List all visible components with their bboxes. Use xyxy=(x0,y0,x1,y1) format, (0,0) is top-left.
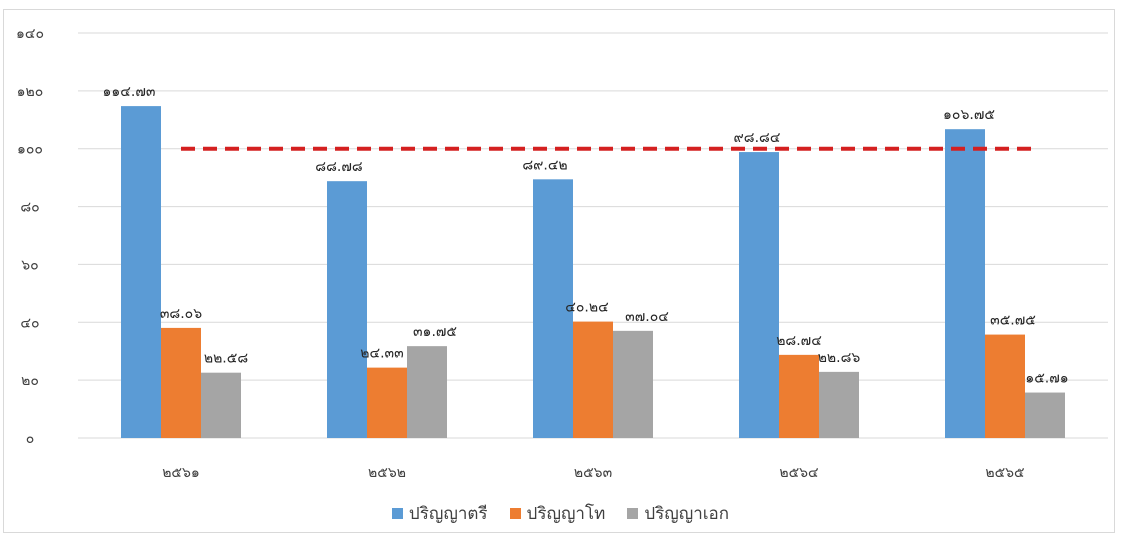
legend: ปริญญาตรี ปริญญาโท ปริญญาเอก xyxy=(0,500,1121,527)
data-label: ๒๔.๓๓ xyxy=(360,346,403,362)
y-tick-label: ๐ xyxy=(26,431,35,447)
bars xyxy=(121,106,1065,438)
x-tick-label: ๒๕๖๑ xyxy=(162,465,200,481)
x-tick-label: ๒๕๖๔ xyxy=(779,465,818,481)
data-label: ๒๒.๕๘ xyxy=(204,351,248,367)
legend-swatch xyxy=(391,508,403,519)
bar xyxy=(367,367,407,438)
data-label: ๓๑.๗๕ xyxy=(413,324,457,340)
data-label: ๓๗.๐๔ xyxy=(625,309,669,325)
data-label: ๔๐.๒๔ xyxy=(565,300,608,316)
bar xyxy=(121,106,161,438)
data-label: ๓๕.๗๕ xyxy=(990,313,1036,329)
bar xyxy=(533,179,573,438)
data-label: ๒๘.๗๔ xyxy=(776,333,822,349)
legend-item: ปริญญาโท xyxy=(509,500,606,527)
x-tick-label: ๒๕๖๒ xyxy=(368,465,406,481)
bar xyxy=(573,321,613,438)
x-tick-label: ๒๕๖๓ xyxy=(574,465,612,481)
y-axis-ticks: ๐ ๒๐ ๔๐ ๖๐ ๘๐ ๑๐๐ ๑๒๐ ๑๔๐ xyxy=(16,26,44,447)
legend-swatch xyxy=(509,508,521,519)
y-tick-label: ๔๐ xyxy=(20,315,39,331)
data-label: ๑๐๖.๗๕ xyxy=(943,107,995,123)
legend-label: ปริญญาเอก xyxy=(644,504,730,524)
data-label: ๑๕.๗๑ xyxy=(1025,371,1068,387)
y-tick-label: ๑๒๐ xyxy=(17,84,44,100)
y-tick-label: ๖๐ xyxy=(21,257,38,273)
data-label: ๘๙.๔๒ xyxy=(522,157,567,173)
y-tick-label: ๒๐ xyxy=(21,373,39,389)
bar xyxy=(1025,392,1065,438)
data-label: ๒๒.๘๖ xyxy=(818,350,861,366)
x-tick-label: ๒๕๖๕ xyxy=(985,465,1024,481)
bar xyxy=(985,334,1025,438)
legend-label: ปริญญาโท xyxy=(526,504,606,524)
bar xyxy=(819,371,859,438)
bar xyxy=(161,327,201,438)
x-axis-ticks: ๒๕๖๑ ๒๕๖๒ ๒๕๖๓ ๒๕๖๔ ๒๕๖๕ xyxy=(162,465,1024,481)
y-tick-label: ๑๐๐ xyxy=(17,142,43,158)
data-label: ๓๘.๐๖ xyxy=(160,306,202,322)
bar xyxy=(407,346,447,438)
legend-item: ปริญญาเอก xyxy=(627,500,729,527)
y-tick-label: ๑๔๐ xyxy=(16,26,44,42)
bar xyxy=(327,181,367,438)
bar xyxy=(945,129,985,438)
data-label: ๘๘.๗๘ xyxy=(315,159,362,175)
bar xyxy=(779,354,819,438)
data-label: ๙๘.๘๔ xyxy=(734,130,781,146)
bar xyxy=(739,152,779,438)
legend-label: ปริญญาตรี xyxy=(408,504,488,524)
data-label: ๑๑๔.๗๓ xyxy=(103,84,156,100)
bar xyxy=(613,330,653,438)
legend-swatch xyxy=(627,508,639,519)
bar xyxy=(201,372,241,438)
legend-item: ปริญญาตรี xyxy=(391,500,488,527)
y-tick-label: ๘๐ xyxy=(20,200,39,216)
